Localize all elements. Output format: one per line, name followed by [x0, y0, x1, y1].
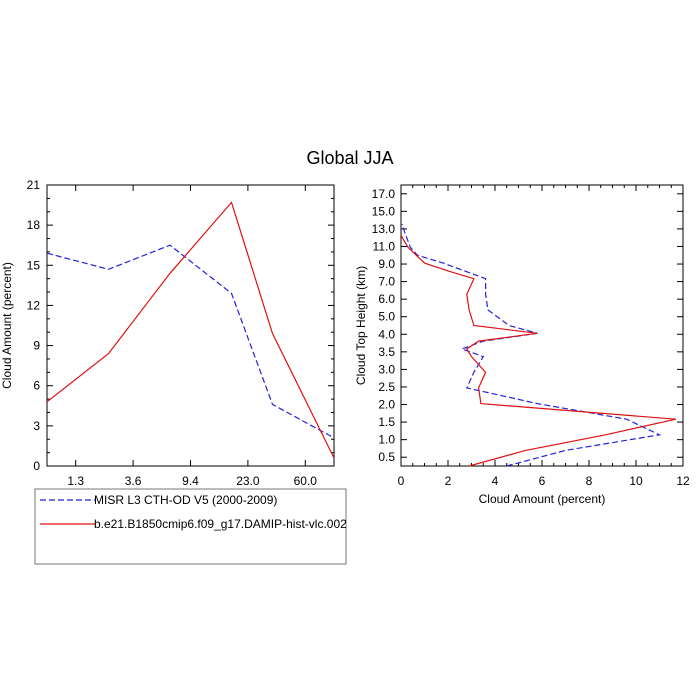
y-tick-label: 4.0 [378, 327, 395, 341]
plot-frame [46, 184, 335, 467]
y-tick-label: 13.0 [372, 222, 396, 236]
y-tick-label: 12 [27, 298, 41, 312]
y-tick-label: 9 [33, 339, 40, 353]
y-tick-label: 11.0 [373, 239, 396, 253]
y-axis-label: Cloud Top Height (km) [354, 266, 368, 385]
plot-frame [400, 184, 684, 467]
x-tick-label: 6 [539, 474, 546, 488]
x-tick-label: 9.4 [182, 474, 199, 488]
left-panel: 1.33.69.423.060.0036912151821Optical Dep… [0, 178, 335, 506]
x-tick-label: 8 [586, 474, 593, 488]
y-tick-label: 3.5 [378, 345, 395, 359]
legend-label-model: b.e21.B1850cmip6.f09_g17.DAMIP-hist-vlc.… [94, 517, 347, 531]
y-tick-label: 6.0 [378, 292, 395, 306]
series-line-misr [46, 244, 335, 439]
y-tick-label: 17.0 [372, 187, 396, 201]
x-tick-label: 23.0 [236, 474, 260, 488]
x-tick-label: 3.6 [125, 474, 142, 488]
x-tick-label: 10 [629, 474, 643, 488]
y-tick-label: 2.5 [378, 380, 395, 394]
y-tick-label: 5.0 [378, 310, 395, 324]
chart-title: Global JJA [306, 148, 393, 168]
y-tick-label: 9.0 [378, 257, 395, 271]
series-line-model [46, 201, 335, 459]
series-line-misr [401, 223, 662, 467]
y-tick-label: 15.0 [372, 204, 396, 218]
legend: MISR L3 CTH-OD V5 (2000-2009) b.e21.B185… [34, 488, 347, 565]
x-tick-label: 0 [398, 474, 405, 488]
y-tick-label: 0.5 [378, 450, 395, 464]
x-tick-label: 12 [676, 474, 690, 488]
x-tick-label: 2 [445, 474, 452, 488]
y-tick-label: 21 [27, 178, 41, 192]
y-axis-label: Cloud Amount (percent) [0, 262, 14, 389]
y-tick-label: 1.0 [378, 433, 395, 447]
x-tick-label: 60.0 [294, 474, 318, 488]
y-tick-label: 2.0 [378, 398, 395, 412]
y-tick-label: 15 [27, 258, 41, 272]
x-axis-label: Cloud Amount (percent) [479, 492, 606, 506]
legend-frame [34, 488, 347, 565]
y-tick-label: 1.5 [378, 415, 395, 429]
y-tick-label: 3.0 [378, 362, 395, 376]
right-panel: 0 2 4 6 8 10 12 0.5 1.0 1.5 2.0 2.5 3.0 3.5 4.0 5.0 6.0 7… [354, 184, 690, 506]
y-tick-label: 7.0 [378, 275, 395, 289]
y-tick-label: 0 [33, 459, 40, 473]
legend-label-misr: MISR L3 CTH-OD V5 (2000-2009) [94, 493, 277, 507]
x-tick-label: 1.3 [67, 474, 84, 488]
y-tick-label: 18 [27, 218, 41, 232]
y-tick-label: 3 [33, 419, 40, 433]
y-tick-label: 6 [33, 379, 40, 393]
series-line-model [400, 234, 677, 467]
x-tick-label: 4 [492, 474, 499, 488]
